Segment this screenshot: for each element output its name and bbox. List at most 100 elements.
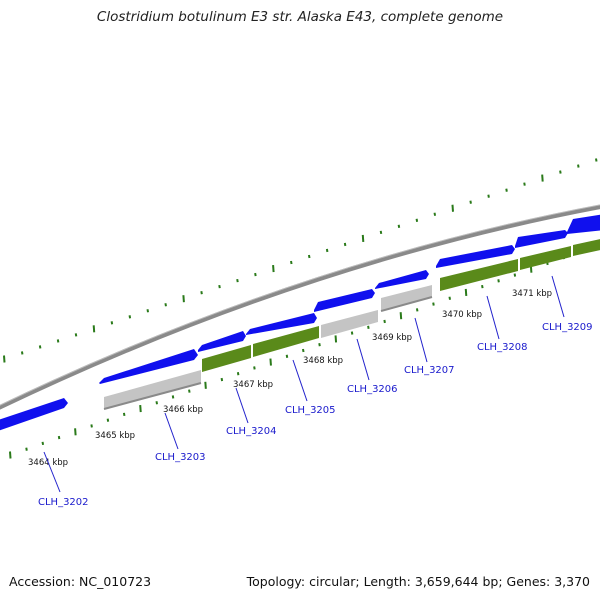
gene-block-green <box>202 345 251 372</box>
scale-dot <box>559 170 562 174</box>
gene-label: CLH_3203 <box>155 452 206 463</box>
scale-dot <box>383 319 386 324</box>
reverse-strand-genes <box>103 239 600 410</box>
gene-arrow-forward <box>436 245 515 268</box>
gene-block-shadow <box>380 296 433 312</box>
scale-dot <box>433 212 437 216</box>
scale-dot <box>57 435 61 440</box>
scale-dot <box>236 372 240 376</box>
genome-backbone <box>0 204 600 410</box>
scale-dot <box>397 224 401 228</box>
gene-label: CLH_3209 <box>542 322 593 333</box>
gene-arrow-forward <box>246 313 317 335</box>
leader-line <box>414 317 428 363</box>
leader-line <box>235 387 249 424</box>
scale-dot <box>106 418 110 422</box>
scale-dot <box>254 272 257 277</box>
gene-arrow-forward <box>0 398 68 431</box>
accession-label: Accession: NC_010723 <box>9 574 152 589</box>
gene-label: CLH_3202 <box>38 497 89 508</box>
scale-dot <box>38 345 42 349</box>
gene-label: CLH_3207 <box>404 365 455 376</box>
scale-tick-major <box>464 288 468 297</box>
scale-dot <box>513 273 517 277</box>
scale-dot <box>164 303 167 307</box>
scale-dot <box>41 441 45 446</box>
gene-block-green <box>440 259 518 291</box>
scale-tick-major <box>204 381 207 389</box>
gene-label: CLH_3205 <box>285 405 336 416</box>
scale-dot <box>302 348 305 353</box>
gene-arrow-forward <box>99 349 198 384</box>
gene-block-green <box>253 326 319 357</box>
scale-dot <box>481 284 484 289</box>
scale-dot <box>25 447 28 451</box>
kbp-label: 3467 kbp <box>233 380 273 390</box>
forward-strand-genes <box>0 214 600 431</box>
scale-tick-major <box>9 451 12 459</box>
gene-block-shadow <box>103 382 202 410</box>
scale-tick-major <box>399 312 403 320</box>
scale-dot <box>523 182 526 186</box>
map-title: Clostridium botulinum E3 str. Alaska E43… <box>96 9 504 25</box>
kbp-label: 3466 kbp <box>163 405 203 415</box>
scale-dot <box>290 260 293 265</box>
inner-dotted-scale <box>9 242 598 459</box>
scale-dot <box>128 315 132 319</box>
gene-arrow-forward <box>515 230 568 248</box>
scale-tick-major <box>334 335 338 343</box>
kbp-label: 3468 kbp <box>303 356 343 366</box>
leader-line <box>292 359 308 402</box>
scale-dot <box>253 366 256 370</box>
gene-label: CLH_3208 <box>477 342 528 353</box>
scale-dot <box>155 401 158 405</box>
scale-tick-major <box>272 264 275 273</box>
scale-dot <box>469 200 472 204</box>
scale-dot <box>577 164 580 168</box>
scale-dot <box>74 333 78 337</box>
gene-label: CLH_3206 <box>347 384 398 395</box>
scale-tick-major <box>74 428 77 436</box>
outer-dotted-scale <box>3 158 598 363</box>
leader-line <box>164 412 179 450</box>
scale-tick-major <box>3 355 6 363</box>
scale-dot <box>90 424 93 428</box>
scale-dot <box>367 325 370 329</box>
kbp-label: 3469 kbp <box>372 333 412 343</box>
scale-dot <box>325 248 329 253</box>
genome-summary: Topology: circular; Length: 3,659,644 bp… <box>246 574 590 589</box>
scale-dot <box>497 279 500 283</box>
leader-line <box>486 295 500 340</box>
kbp-label: 3471 kbp <box>512 289 552 299</box>
scale-dot <box>448 296 451 300</box>
scale-dot <box>220 377 224 382</box>
scale-dot <box>350 331 354 335</box>
gene-labels: CLH_3202 CLH_3203 CLH_3204 CLH_3205 CLH_… <box>38 322 593 508</box>
scale-tick-major <box>269 358 272 366</box>
gene-arrow-forward <box>314 289 375 312</box>
gene-block-green <box>520 246 571 270</box>
scale-dot <box>110 321 114 325</box>
scale-dot <box>307 254 311 259</box>
scale-dot <box>415 218 419 222</box>
scale-dot <box>505 188 508 192</box>
scale-dot <box>146 309 150 313</box>
gene-block-grey <box>321 310 378 338</box>
gene-arrow-forward <box>198 331 246 352</box>
kbp-label: 3465 kbp <box>95 431 135 441</box>
scale-dot <box>56 339 60 343</box>
scale-dot <box>218 284 221 289</box>
leader-line <box>551 275 565 318</box>
scale-dot <box>200 291 203 295</box>
scale-dot <box>595 158 598 162</box>
scale-tick-major <box>92 325 96 333</box>
scale-dot <box>285 354 289 358</box>
scale-dot <box>20 351 24 355</box>
leader-line <box>356 338 370 381</box>
scale-dot <box>236 278 239 283</box>
scale-dot <box>188 389 191 393</box>
gene-block-grey <box>104 370 201 409</box>
scale-tick-major <box>182 295 185 303</box>
scale-dot <box>122 412 126 417</box>
kbp-label: 3470 kbp <box>442 310 482 320</box>
